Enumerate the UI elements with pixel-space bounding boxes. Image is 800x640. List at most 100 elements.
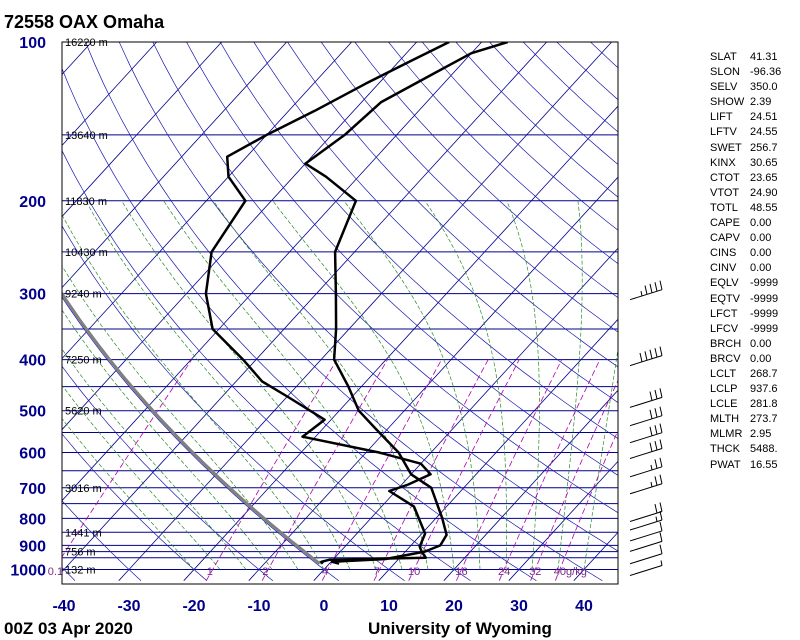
wind-barb-flag: [644, 285, 648, 295]
wind-barb-flag: [659, 502, 663, 512]
index-row: SLON -96.36: [710, 65, 800, 80]
wind-barb-flag: [649, 409, 653, 420]
index-value: 2.95: [750, 428, 772, 441]
background-grid: [62, 42, 618, 581]
temperature-tick-label: 0: [320, 598, 329, 615]
wind-barb: [629, 457, 663, 478]
index-key: MLMR: [710, 428, 743, 441]
index-key: SHOW: [710, 96, 745, 109]
height-label: 7250 m: [65, 355, 102, 367]
dry-adiabat: [118, 42, 618, 552]
mixing-ratio-line: [530, 379, 618, 581]
temperature-profile: [304, 42, 509, 565]
wind-barb-flag: [654, 425, 658, 435]
index-value: 0.00: [750, 262, 772, 275]
isotherm: [62, 42, 482, 502]
wind-barb: [629, 439, 663, 459]
isotherm: [62, 42, 417, 431]
pressure-tick-label: 700: [19, 481, 46, 498]
wind-barb: [629, 544, 663, 565]
height-label: 5620 m: [65, 406, 102, 418]
index-value: 0.00: [750, 337, 772, 350]
index-value: 24.90: [750, 186, 778, 199]
isotherm: [62, 42, 547, 573]
index-row: EQTV -9999: [710, 292, 800, 307]
index-value: 16.55: [750, 458, 778, 471]
temperature-tick-label: -10: [247, 598, 270, 615]
plot-frame: [61, 41, 619, 585]
index-key: LIFT: [710, 111, 733, 124]
wind-barb-flag: [639, 352, 643, 363]
chart-title: 72558 OAX Omaha: [4, 12, 165, 32]
index-value: 48.55: [750, 201, 778, 214]
moist-adiabat: [62, 348, 247, 570]
index-value: 268.7: [750, 367, 778, 380]
mixing-ratio-line: [321, 359, 442, 581]
wind-barb-half-flag: [660, 560, 663, 566]
index-key: LFCT: [710, 307, 738, 320]
index-row: LIFT 24.51: [710, 110, 800, 125]
isotherm: [118, 42, 612, 581]
pressure-tick-label: 300: [19, 287, 46, 304]
height-label: 3016 m: [65, 483, 102, 495]
wind-barb-flag: [649, 283, 653, 293]
temperature-tick-label: 30: [510, 598, 528, 615]
wind-barb-flag: [654, 476, 658, 486]
dry-adiabat: [186, 42, 618, 476]
index-key: THCK: [710, 443, 740, 456]
wind-barb-flag: [644, 351, 648, 361]
pressure-tick-label: 500: [19, 404, 46, 421]
index-value: 0.00: [750, 352, 772, 365]
wind-barb-flag: [659, 406, 663, 416]
index-row: EQLV -9999: [710, 276, 800, 291]
wind-barb: [629, 280, 663, 301]
index-value: 273.7: [750, 413, 778, 426]
wind-barb-flag: [654, 348, 658, 358]
temperature-tick-label: 20: [445, 598, 463, 615]
index-value: -96.36: [750, 66, 782, 79]
mixing-ratio-label: 0.1: [48, 566, 63, 578]
index-row: CTOT 23.65: [710, 171, 800, 186]
index-row: SHOW 2.39: [710, 95, 800, 110]
index-key: CAPE: [710, 217, 740, 230]
moist-adiabat: [583, 346, 618, 570]
wind-barb-staff: [629, 530, 663, 542]
index-key: EQTV: [710, 292, 740, 305]
wind-barb-flag: [659, 521, 663, 532]
mixing-ratio-label: 1: [207, 566, 213, 578]
dry-adiabat: [388, 42, 618, 265]
index-key: LFTV: [710, 126, 737, 139]
index-row: LCLT 268.7: [710, 367, 800, 382]
wind-barb-flag: [659, 388, 663, 398]
index-row: CINV 0.00: [710, 261, 800, 276]
wind-barb-flag: [659, 280, 663, 290]
wind-barb-flag: [649, 442, 653, 452]
moist-adiabat: [62, 309, 273, 570]
height-label: 16220 m: [65, 37, 108, 49]
index-value: 24.51: [750, 111, 778, 124]
index-key: BRCV: [710, 352, 741, 365]
pressure-tick-label: 900: [19, 538, 46, 555]
index-row: TOTL 48.55: [710, 201, 800, 216]
wind-barb-half-flag: [640, 290, 643, 297]
mixing-ratio-labels: 0.1 1 2 4 7 10 16 24 32 40g/kg: [48, 566, 587, 578]
wind-barb-flag: [659, 457, 663, 467]
index-value: -9999: [750, 322, 779, 335]
temperature-axis: -40 -30 -20 -10 0 10 20 30 40: [52, 598, 593, 615]
moist-adiabat: [213, 200, 429, 570]
pressure-tick-label: 600: [19, 446, 46, 463]
index-key: MLTH: [710, 413, 740, 426]
height-labels: 16220 m 13640 m 11830 m 10430 m 9240 m 7250 m…: [65, 37, 108, 577]
mixing-ratio-line: [205, 359, 338, 581]
wind-barb-half-flag: [655, 516, 658, 522]
index-key: LFCV: [710, 322, 739, 335]
moist-adiabat: [121, 200, 377, 570]
height-label: 1441 m: [65, 527, 102, 539]
temperature-tick-label: 40: [575, 598, 593, 615]
wind-barb: [629, 346, 663, 367]
height-label: 10430 m: [65, 247, 108, 259]
mixing-ratio-label: 2: [262, 566, 268, 578]
index-value: -9999: [750, 307, 779, 320]
wind-barb: [629, 510, 663, 531]
mixing-ratio-line: [373, 359, 489, 581]
